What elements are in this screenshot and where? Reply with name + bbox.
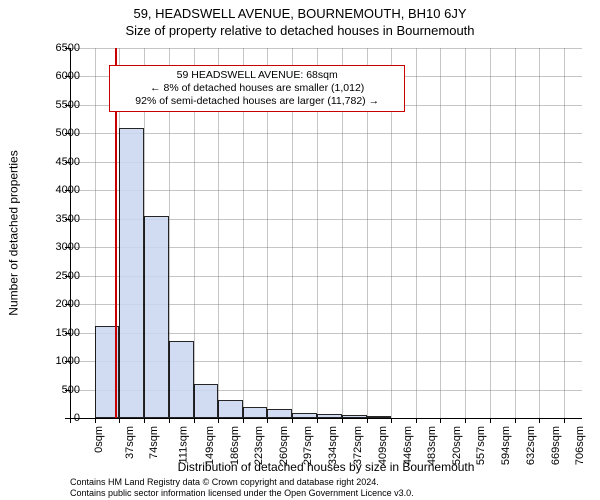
annotation-line: 92% of semi-detached houses are larger (…: [116, 95, 398, 108]
y-tick-label: 1500: [40, 327, 80, 339]
y-tick-label: 5500: [40, 99, 80, 111]
x-tick-mark: [564, 418, 565, 423]
plot-area: 59 HEADSWELL AVENUE: 68sqm← 8% of detach…: [70, 48, 582, 418]
x-tick-mark: [317, 418, 318, 423]
histogram-bar: [144, 216, 169, 418]
x-tick-label: 260sqm: [278, 426, 290, 465]
x-tick-label: 669sqm: [550, 426, 562, 465]
chart-title: 59, HEADSWELL AVENUE, BOURNEMOUTH, BH10 …: [0, 0, 600, 21]
y-tick-label: 2500: [40, 270, 80, 282]
gridline-v: [539, 48, 540, 418]
gridline-h: [70, 48, 582, 49]
y-tick-mark: [65, 304, 70, 305]
x-tick-label: 483sqm: [426, 426, 438, 465]
x-tick-label: 149sqm: [204, 426, 216, 465]
x-tick-label: 557sqm: [476, 426, 488, 465]
x-tick-mark: [95, 418, 96, 423]
y-tick-label: 6000: [40, 70, 80, 82]
x-tick-mark: [391, 418, 392, 423]
gridline-v: [515, 48, 516, 418]
x-tick-label: 334sqm: [327, 426, 339, 465]
y-tick-label: 3000: [40, 241, 80, 253]
gridline-v: [416, 48, 417, 418]
x-tick-mark: [267, 418, 268, 423]
y-tick-label: 6500: [40, 42, 80, 54]
footer-line-1: Contains HM Land Registry data © Crown c…: [70, 477, 414, 487]
y-tick-mark: [65, 48, 70, 49]
annotation-line: ← 8% of detached houses are smaller (1,0…: [116, 82, 398, 95]
footer-attribution: Contains HM Land Registry data © Crown c…: [70, 477, 414, 498]
y-tick-mark: [65, 162, 70, 163]
annotation-line: 59 HEADSWELL AVENUE: 68sqm: [116, 69, 398, 82]
gridline-h: [70, 190, 582, 191]
x-tick-mark: [515, 418, 516, 423]
x-tick-label: 0sqm: [93, 426, 105, 453]
x-tick-label: 520sqm: [451, 426, 463, 465]
gridline-v: [465, 48, 466, 418]
x-tick-mark: [292, 418, 293, 423]
histogram-bar: [194, 384, 219, 418]
y-tick-label: 4000: [40, 184, 80, 196]
x-tick-mark: [539, 418, 540, 423]
y-tick-mark: [65, 105, 70, 106]
x-tick-label: 372sqm: [352, 426, 364, 465]
y-axis-label: Number of detached properties: [6, 48, 22, 418]
x-tick-mark: [490, 418, 491, 423]
y-tick-mark: [65, 190, 70, 191]
x-tick-mark: [194, 418, 195, 423]
x-tick-label: 446sqm: [402, 426, 414, 465]
x-tick-mark: [440, 418, 441, 423]
x-tick-mark: [243, 418, 244, 423]
x-tick-mark: [465, 418, 466, 423]
x-tick-label: 74sqm: [148, 426, 160, 459]
x-tick-label: 223sqm: [253, 426, 265, 465]
x-tick-mark: [367, 418, 368, 423]
x-tick-mark: [144, 418, 145, 423]
y-tick-mark: [65, 247, 70, 248]
x-tick-label: 186sqm: [229, 426, 241, 465]
histogram-bar: [119, 128, 144, 418]
footer-line-2: Contains public sector information licen…: [70, 488, 414, 498]
y-tick-label: 3500: [40, 213, 80, 225]
x-tick-label: 37sqm: [124, 426, 136, 459]
y-tick-mark: [65, 219, 70, 220]
x-axis-line: [70, 418, 582, 419]
gridline-v: [440, 48, 441, 418]
x-tick-label: 297sqm: [303, 426, 315, 465]
x-tick-label: 594sqm: [500, 426, 512, 465]
x-tick-mark: [218, 418, 219, 423]
x-tick-mark: [169, 418, 170, 423]
x-tick-mark: [70, 418, 71, 423]
chart-subtitle: Size of property relative to detached ho…: [0, 21, 600, 42]
gridline-h: [70, 162, 582, 163]
y-tick-label: 4500: [40, 156, 80, 168]
x-tick-label: 632sqm: [525, 426, 537, 465]
histogram-bar: [218, 400, 243, 418]
x-tick-mark: [342, 418, 343, 423]
y-tick-label: 2000: [40, 298, 80, 310]
y-tick-mark: [65, 76, 70, 77]
gridline-v: [490, 48, 491, 418]
x-tick-label: 706sqm: [575, 426, 587, 465]
chart-container: 59, HEADSWELL AVENUE, BOURNEMOUTH, BH10 …: [0, 0, 600, 500]
gridline-v: [564, 48, 565, 418]
y-tick-label: 0: [40, 412, 80, 424]
y-tick-mark: [65, 390, 70, 391]
histogram-bar: [243, 407, 268, 418]
x-tick-mark: [416, 418, 417, 423]
y-tick-label: 500: [40, 384, 80, 396]
y-tick-label: 1000: [40, 355, 80, 367]
y-tick-mark: [65, 133, 70, 134]
histogram-bar: [169, 341, 194, 418]
x-tick-mark: [119, 418, 120, 423]
y-tick-label: 5000: [40, 127, 80, 139]
gridline-h: [70, 133, 582, 134]
x-tick-label: 111sqm: [177, 426, 189, 464]
y-tick-mark: [65, 333, 70, 334]
histogram-bar: [267, 409, 292, 418]
y-tick-mark: [65, 361, 70, 362]
y-tick-mark: [65, 276, 70, 277]
x-tick-label: 409sqm: [377, 426, 389, 465]
annotation-box: 59 HEADSWELL AVENUE: 68sqm← 8% of detach…: [109, 65, 405, 112]
